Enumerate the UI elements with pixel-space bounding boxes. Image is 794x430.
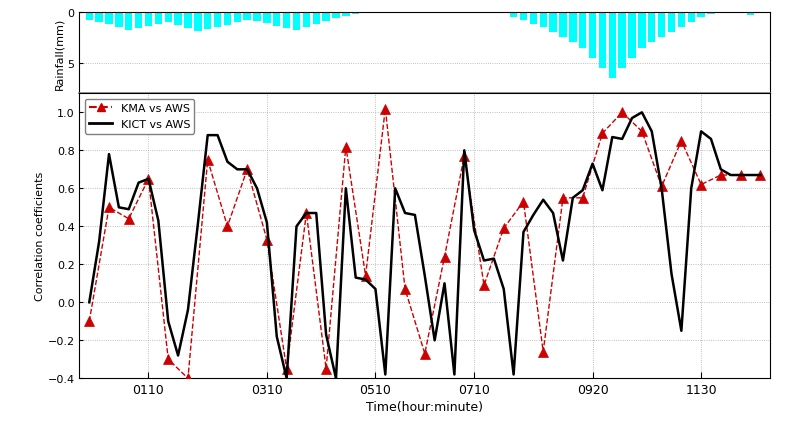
- Bar: [638, 13, 646, 49]
- Bar: [599, 13, 606, 69]
- Bar: [332, 13, 340, 19]
- Bar: [115, 13, 122, 28]
- Bar: [175, 13, 182, 26]
- Y-axis label: Correlation coefficients: Correlation coefficients: [35, 172, 44, 301]
- Bar: [244, 13, 251, 21]
- Bar: [164, 13, 172, 23]
- Bar: [628, 13, 636, 58]
- Bar: [677, 13, 685, 28]
- Bar: [362, 13, 369, 14]
- X-axis label: Time(hour:minute): Time(hour:minute): [366, 400, 484, 413]
- Bar: [214, 13, 222, 28]
- Bar: [145, 13, 152, 27]
- Bar: [520, 13, 527, 21]
- Bar: [86, 13, 93, 21]
- Bar: [293, 13, 300, 31]
- Y-axis label: Rainfall(mm): Rainfall(mm): [55, 18, 65, 89]
- Bar: [549, 13, 557, 33]
- Bar: [619, 13, 626, 69]
- Bar: [184, 13, 191, 29]
- Bar: [233, 13, 241, 23]
- Bar: [273, 13, 280, 27]
- Bar: [194, 13, 202, 32]
- Bar: [608, 13, 616, 79]
- Bar: [579, 13, 587, 49]
- Bar: [510, 13, 518, 18]
- Bar: [707, 13, 715, 15]
- Bar: [263, 13, 271, 24]
- Bar: [125, 13, 133, 31]
- Bar: [559, 13, 567, 38]
- Bar: [539, 13, 547, 28]
- Bar: [253, 13, 260, 22]
- Bar: [668, 13, 675, 33]
- Legend: KMA vs AWS, KICT vs AWS: KMA vs AWS, KICT vs AWS: [85, 100, 195, 134]
- Bar: [658, 13, 665, 38]
- Bar: [648, 13, 656, 43]
- Bar: [757, 13, 764, 14]
- Bar: [688, 13, 695, 23]
- Bar: [697, 13, 705, 18]
- Bar: [746, 13, 754, 16]
- Bar: [155, 13, 162, 25]
- Bar: [224, 13, 231, 26]
- Bar: [717, 13, 725, 14]
- Bar: [283, 13, 291, 29]
- Bar: [95, 13, 103, 23]
- Bar: [530, 13, 537, 25]
- Bar: [352, 13, 360, 15]
- Bar: [569, 13, 576, 43]
- Bar: [135, 13, 142, 29]
- Bar: [589, 13, 596, 58]
- Bar: [313, 13, 320, 25]
- Bar: [106, 13, 113, 25]
- Bar: [303, 13, 310, 28]
- Bar: [204, 13, 211, 30]
- Bar: [322, 13, 330, 22]
- Bar: [342, 13, 349, 17]
